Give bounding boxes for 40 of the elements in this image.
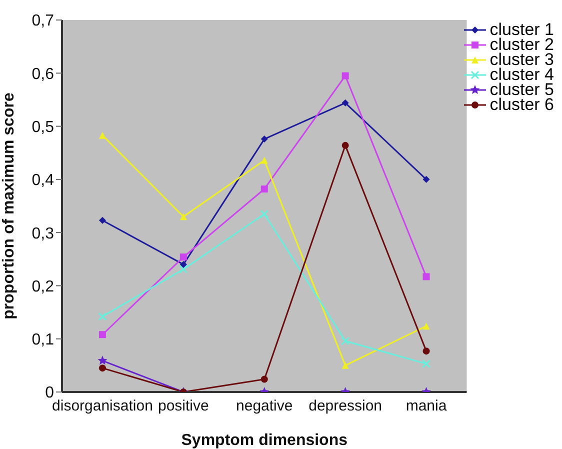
point	[422, 360, 431, 368]
point	[180, 254, 187, 261]
y-tick-label: 0,1	[32, 332, 54, 349]
y-tick-label: 0,7	[32, 12, 54, 30]
point	[342, 362, 349, 369]
point	[260, 185, 268, 192]
point	[341, 336, 350, 346]
point	[180, 260, 187, 268]
point	[422, 348, 430, 355]
point	[98, 132, 106, 139]
x-axis-title: Symptom dimensions	[181, 432, 348, 449]
x-tick-label: depression	[308, 398, 382, 415]
x-tick-label: positive	[158, 398, 209, 415]
point	[98, 331, 106, 338]
x-tick-label: mania	[406, 398, 448, 415]
y-tick-label: 0,2	[32, 278, 54, 296]
point	[422, 273, 430, 280]
point	[422, 322, 430, 330]
point	[260, 136, 268, 143]
point	[260, 210, 269, 218]
point	[260, 376, 268, 383]
x-tick-label: disorganisation	[52, 398, 153, 415]
y-axis-title: proportion of maximum score	[0, 92, 18, 320]
y-tick-label: 0,5	[32, 118, 54, 136]
x-tick-label: negative	[236, 398, 293, 415]
point	[342, 142, 349, 149]
point	[342, 99, 349, 106]
point	[98, 216, 106, 224]
point	[98, 356, 108, 365]
y-tick-label: 0,6	[32, 66, 54, 83]
point	[179, 264, 188, 274]
point	[342, 72, 349, 80]
point	[260, 156, 268, 164]
point	[98, 312, 107, 321]
point	[98, 364, 106, 372]
y-tick-label: 0,3	[32, 225, 54, 242]
y-tick-label: 0,4	[32, 172, 54, 190]
point	[422, 176, 430, 183]
point	[180, 213, 187, 220]
y-tick-label: 0	[45, 384, 54, 402]
